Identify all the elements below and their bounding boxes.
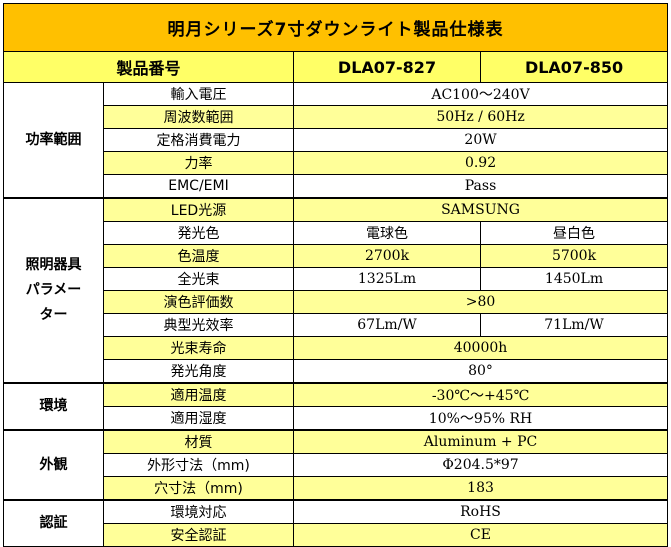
- row-value: SAMSUNG: [292, 197, 669, 222]
- table-row: 周波数範囲 50Hz / 60Hz: [4, 105, 669, 129]
- table-row: 発光角度 80°: [4, 359, 669, 384]
- spec-table: 明月シリーズ7寸ダウンライト製品仕様表 製品番号 DLA07-827 DLA07…: [2, 3, 669, 547]
- row-value: Aluminum + PC: [292, 429, 669, 454]
- table-row: 演色評価数 >80: [4, 290, 669, 314]
- row-value: 80°: [292, 359, 669, 384]
- row-value-a: 67Lm/W: [293, 313, 481, 337]
- row-label: LED光源: [103, 197, 294, 222]
- row-label: 典型光效率: [103, 313, 294, 337]
- row-label: 適用湿度: [103, 406, 294, 431]
- row-label: 定格消費電力: [103, 128, 294, 152]
- row-value: 183: [292, 476, 669, 501]
- row-value: AC100～240V: [292, 82, 669, 106]
- row-label: 周波数範囲: [103, 105, 294, 129]
- row-value: CE: [292, 523, 669, 547]
- row-value: -30℃～+45℃: [292, 382, 669, 407]
- group-certification: 認証: [3, 499, 104, 547]
- table-row: 認証 環境対応 RoHS: [3, 499, 669, 547]
- table-row: 色温度 2700k 5700k: [4, 244, 669, 268]
- table-row: 典型光效率 67Lm/W 71Lm/W: [4, 313, 669, 337]
- row-value-a: 電球色: [293, 221, 481, 245]
- row-value: 0.92: [292, 151, 669, 175]
- row-value: RoHS: [292, 499, 669, 524]
- table-row: EMC/EMI Pass: [4, 174, 669, 199]
- row-value-a: 2700k: [293, 244, 481, 268]
- group-environment: 環境: [3, 382, 104, 431]
- row-label: 光束寿命: [103, 336, 294, 360]
- table-title: 明月シリーズ7寸ダウンライト製品仕様表: [2, 3, 669, 52]
- row-label: 環境対応: [103, 499, 294, 524]
- table-row: 発光色 電球色 昼白色: [4, 221, 669, 245]
- row-value: Φ204.5*97: [292, 453, 669, 477]
- row-value: Pass: [292, 174, 669, 199]
- table-row: 光束寿命 40000h: [4, 336, 669, 360]
- row-label: 適用温度: [103, 382, 294, 407]
- table-row: 外観 材質 Aluminum + PC: [3, 429, 669, 501]
- row-label: 材質: [103, 429, 294, 454]
- row-label: 発光色: [103, 221, 294, 245]
- row-label: 安全認証: [103, 523, 294, 547]
- table-row: 環境 適用温度 -30℃～+45℃: [3, 382, 669, 431]
- row-label: 力率: [103, 151, 294, 175]
- row-value: 20W: [292, 128, 669, 152]
- model-a-header: DLA07-827: [293, 51, 481, 83]
- row-value-b: 71Lm/W: [479, 313, 669, 337]
- row-value-b: 昼白色: [479, 221, 669, 245]
- row-value: >80: [292, 290, 669, 314]
- table-row: 照明器具 パラメー ター LED光源 SAMSUNG: [3, 197, 669, 384]
- product-number-header: 製品番号: [3, 51, 294, 83]
- table-row: 定格消費電力 20W: [4, 128, 669, 152]
- group-power: 功率範囲: [3, 82, 104, 199]
- row-label: EMC/EMI: [103, 174, 294, 199]
- row-value: 50Hz / 60Hz: [292, 105, 669, 129]
- group-appearance: 外観: [3, 429, 104, 501]
- model-b-header: DLA07-850: [479, 51, 669, 83]
- row-value: 40000h: [292, 336, 669, 360]
- table-row: 力率 0.92: [4, 151, 669, 175]
- row-label: 全光束: [103, 267, 294, 291]
- row-label: 演色評価数: [103, 290, 294, 314]
- row-value: 10%～95% RH: [292, 406, 669, 431]
- row-label: 色温度: [103, 244, 294, 268]
- table-row: 安全認証 CE: [4, 523, 669, 547]
- group-lighting: 照明器具 パラメー ター: [3, 197, 104, 384]
- row-label: 輸入電圧: [103, 82, 294, 106]
- table-row: 全光束 1325Lm 1450Lm: [4, 267, 669, 291]
- table-row: 穴寸法（mm) 183: [4, 476, 669, 501]
- row-label: 発光角度: [103, 359, 294, 384]
- row-value-a: 1325Lm: [293, 267, 481, 291]
- row-label: 外形寸法（mm): [103, 453, 294, 477]
- table-row: 功率範囲 輸入電圧 AC100～240V: [3, 82, 669, 199]
- row-label: 穴寸法（mm): [103, 476, 294, 501]
- table-row: 外形寸法（mm) Φ204.5*97: [4, 453, 669, 477]
- row-value-b: 5700k: [479, 244, 669, 268]
- row-value-b: 1450Lm: [479, 267, 669, 291]
- table-row: 適用湿度 10%～95% RH: [4, 406, 669, 431]
